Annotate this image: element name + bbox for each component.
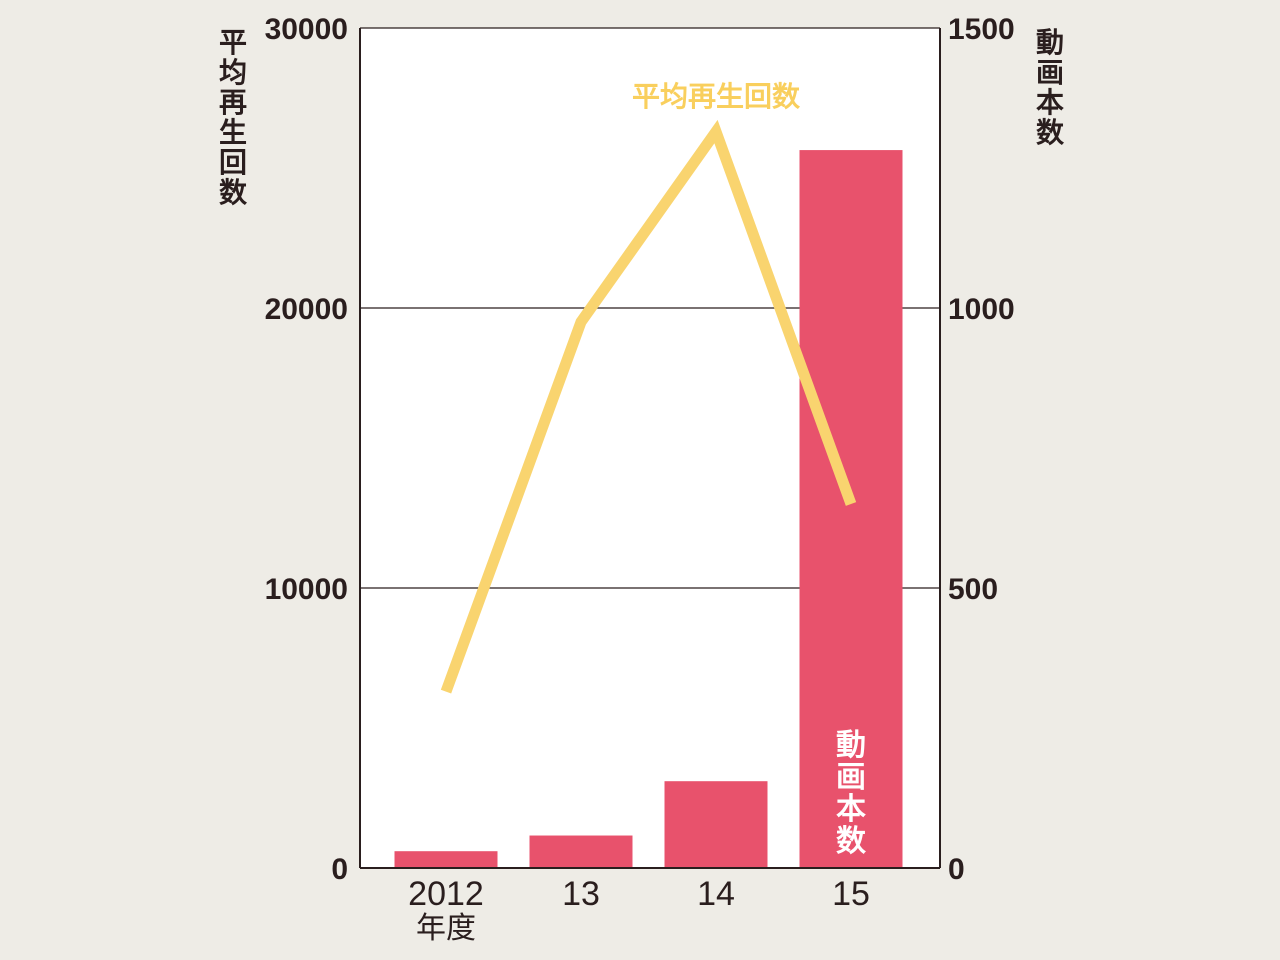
left-tick-label: 0 [331,853,348,886]
line-series-label: 平均再生回数 [632,80,801,113]
left-axis-label: 均 [219,56,247,89]
x-tick-label: 14 [697,875,735,913]
right-axis-label: 動 [1036,26,1064,59]
right-tick-label: 1000 [948,293,1015,326]
bar [799,150,903,868]
left-axis-label: 回 [219,146,247,179]
left-tick-label: 30000 [265,13,348,46]
x-tick-label: 2012 [408,875,484,913]
right-tick-label: 1500 [948,13,1015,46]
axes [359,28,941,869]
right-tick-label: 500 [948,573,998,606]
right-axis-label: 画 [1036,56,1064,89]
bar-series [394,150,903,868]
line-path [440,119,857,694]
x-unit-label: 年度 [416,911,476,946]
x-tick-label: 15 [832,875,870,913]
right-tick-label: 0 [948,853,965,886]
right-axis-label: 本 [1036,86,1064,119]
left-axis-label: 数 [219,176,248,209]
labels: 0 10000 20000 30000 0 500 1000 1500 2012 13 14 15 年度… [219,13,1065,946]
right-axis-label: 数 [1036,116,1065,149]
bar-series-label: 数 [836,824,867,859]
bar [664,781,768,868]
bar-series-label: 本 [836,792,866,827]
line-series [440,119,857,694]
left-axis-label: 生 [219,116,247,149]
x-tick-label: 13 [562,875,600,913]
bar-series-label: 動 [836,728,866,763]
bar [529,835,633,868]
left-axis-label: 再 [219,86,247,119]
left-tick-label: 20000 [265,293,348,326]
bar [394,851,498,868]
left-axis-label: 平 [219,26,247,59]
left-tick-label: 10000 [265,573,348,606]
bar-series-label: 画 [836,760,866,795]
